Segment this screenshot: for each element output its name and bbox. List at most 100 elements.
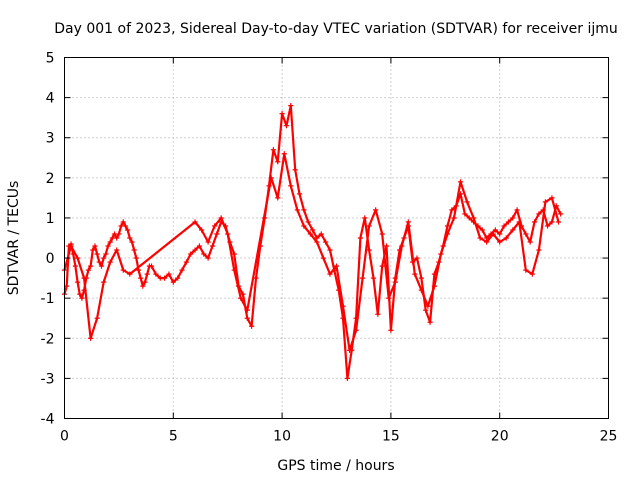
data-point <box>490 231 496 237</box>
data-point <box>388 327 394 333</box>
data-point <box>275 195 281 201</box>
x-tick-label: 25 <box>600 429 618 445</box>
data-point <box>72 263 78 269</box>
data-point <box>444 223 451 229</box>
data-point <box>79 295 85 301</box>
data-point <box>129 239 135 245</box>
data-point <box>386 295 392 301</box>
data-point <box>427 319 433 325</box>
data-point <box>198 227 205 233</box>
data-point <box>209 243 216 249</box>
data-point <box>268 175 274 181</box>
data-point <box>214 231 220 237</box>
data-point <box>379 263 385 269</box>
data-point <box>88 263 94 269</box>
data-point <box>140 283 146 289</box>
data-point <box>179 267 185 273</box>
data-point <box>555 219 562 225</box>
y-tick-label: 1 <box>46 211 55 227</box>
data-point <box>383 243 390 249</box>
x-tick-label: 10 <box>273 429 291 445</box>
data-point <box>549 219 555 225</box>
data-point <box>333 263 340 269</box>
data-point <box>94 251 100 257</box>
data-point <box>466 215 472 221</box>
data-point <box>201 251 207 257</box>
data-point <box>529 271 535 277</box>
data-point <box>74 279 81 285</box>
data-point <box>373 207 379 213</box>
data-point <box>305 219 311 225</box>
data-point <box>510 215 516 221</box>
data-point <box>318 231 324 237</box>
data-point <box>514 207 520 213</box>
data-point <box>98 263 105 269</box>
y-axis-label: SDTVAR / TECUs <box>6 181 22 296</box>
data-point <box>131 247 137 253</box>
data-point <box>68 243 74 249</box>
data-point <box>418 275 424 281</box>
data-point <box>301 223 307 229</box>
data-point <box>501 223 507 229</box>
chart-title: Day 001 of 2023, Sidereal Day-to-day VTE… <box>54 21 618 37</box>
y-tick-label: 5 <box>46 51 55 67</box>
data-point <box>74 255 81 261</box>
data-point <box>205 255 211 261</box>
data-point <box>414 255 420 261</box>
data-point <box>101 279 107 285</box>
data-point <box>138 275 144 281</box>
data-point <box>109 235 115 241</box>
data-point <box>127 235 133 241</box>
data-point <box>505 219 512 225</box>
data-point <box>148 263 155 269</box>
x-tick-label: 0 <box>60 429 69 445</box>
data-point <box>142 279 148 285</box>
data-point <box>88 335 94 341</box>
data-point <box>288 103 294 109</box>
data-point <box>105 243 111 249</box>
data-point <box>101 255 107 261</box>
data-point <box>464 199 470 205</box>
data-point <box>114 235 120 241</box>
data-point <box>107 259 113 265</box>
data-point <box>449 207 455 213</box>
data-point <box>275 159 281 165</box>
series-layer <box>61 103 564 381</box>
plot-frame <box>64 57 609 419</box>
data-point <box>166 271 172 277</box>
data-point <box>81 275 87 281</box>
data-point <box>360 275 366 281</box>
data-point <box>175 275 181 281</box>
data-point <box>370 275 377 281</box>
data-point <box>510 227 516 233</box>
y-tick-label: -2 <box>41 331 55 347</box>
data-point <box>327 247 333 253</box>
data-point <box>96 259 102 265</box>
data-point <box>279 111 285 117</box>
data-point <box>125 227 131 233</box>
data-point <box>244 307 250 313</box>
data-point <box>240 291 246 297</box>
grid <box>64 57 609 419</box>
data-point <box>170 279 176 285</box>
data-point <box>431 283 438 289</box>
y-tick-label: 2 <box>46 171 55 187</box>
data-point <box>90 247 96 253</box>
data-point <box>118 223 124 229</box>
data-point <box>477 235 483 241</box>
data-point <box>362 215 368 221</box>
data-point <box>107 239 113 245</box>
data-point <box>205 239 211 245</box>
data-point <box>379 231 385 237</box>
y-tick-label: -1 <box>41 291 55 307</box>
data-point <box>438 251 444 257</box>
data-point <box>531 219 538 225</box>
data-point <box>103 251 109 257</box>
data-point <box>320 255 327 261</box>
data-point <box>116 231 122 237</box>
y-tick-label: 4 <box>46 91 55 107</box>
y-tick-label: 3 <box>46 131 55 147</box>
y-tick-label: 0 <box>46 251 55 267</box>
data-point <box>188 251 194 257</box>
data-point <box>314 239 320 245</box>
